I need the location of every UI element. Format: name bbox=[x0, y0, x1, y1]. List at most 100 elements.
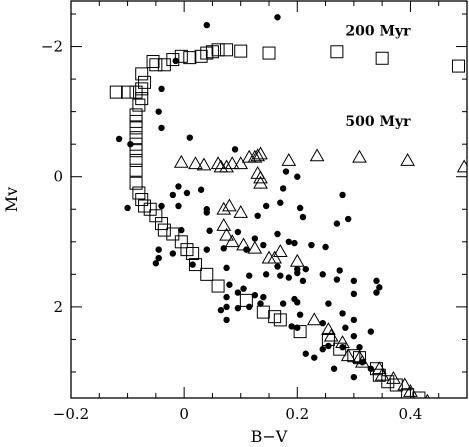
open-square-point bbox=[188, 258, 202, 272]
filled-circle-point bbox=[319, 271, 326, 278]
open-triangle-point bbox=[374, 367, 390, 381]
open-triangle-point bbox=[224, 156, 240, 170]
filled-circle-point bbox=[277, 199, 284, 206]
filled-circle-point bbox=[367, 328, 375, 335]
filled-circle-point bbox=[115, 135, 123, 143]
open-square-point bbox=[135, 92, 149, 106]
filled-circle-point bbox=[282, 168, 290, 175]
filled-circle-point bbox=[302, 265, 309, 273]
filled-circle-point bbox=[319, 345, 326, 353]
filled-circle-point bbox=[350, 332, 358, 340]
filled-circle-point bbox=[203, 246, 210, 253]
open-square-point bbox=[424, 399, 436, 411]
open-triangle-point bbox=[250, 148, 266, 162]
open-triangle-point bbox=[335, 335, 350, 349]
filled-circle-point bbox=[336, 267, 343, 274]
filled-circle-point bbox=[158, 85, 165, 93]
open-square-point bbox=[146, 55, 160, 69]
annotation-label: 500 Myr bbox=[345, 114, 411, 130]
open-triangle-point bbox=[216, 201, 232, 215]
filled-circle-point bbox=[279, 300, 287, 307]
open-triangle-point bbox=[196, 157, 212, 171]
filled-circle-point bbox=[339, 310, 346, 317]
open-triangle-point bbox=[219, 227, 234, 241]
filled-circle-point bbox=[203, 209, 210, 216]
open-triangle-point bbox=[323, 328, 339, 342]
filled-circle-point bbox=[302, 350, 309, 357]
open-square-point bbox=[186, 247, 200, 261]
annotation-label: 200 Myr bbox=[345, 23, 411, 39]
open-triangle-point bbox=[397, 377, 413, 391]
filled-circle-point bbox=[296, 204, 304, 212]
filled-circle-point bbox=[223, 303, 230, 311]
filled-circle-point bbox=[299, 277, 307, 285]
open-square-point bbox=[183, 51, 197, 65]
open-square-point bbox=[121, 85, 135, 99]
filled-circle-point bbox=[124, 204, 131, 212]
filled-circle-point bbox=[288, 323, 295, 330]
filled-circle-point bbox=[251, 235, 259, 242]
open-triangle-point bbox=[241, 149, 257, 163]
filled-circle-point bbox=[155, 254, 162, 262]
open-triangle-point bbox=[272, 244, 288, 257]
filled-circle-point bbox=[325, 300, 332, 307]
open-square-point bbox=[452, 59, 466, 73]
open-square-point bbox=[330, 45, 344, 59]
open-triangle-point bbox=[267, 250, 283, 264]
filled-circle-point bbox=[217, 306, 225, 314]
filled-circle-point bbox=[322, 243, 329, 251]
filled-circle-point bbox=[254, 212, 261, 219]
filled-circle-point bbox=[175, 183, 182, 190]
open-triangle-point bbox=[219, 159, 234, 173]
x-tick-label: 0 bbox=[179, 405, 189, 423]
open-square-point bbox=[234, 44, 248, 58]
open-square-point bbox=[333, 342, 347, 356]
y-tick-label: 0 bbox=[53, 168, 63, 186]
filled-circle-point bbox=[299, 213, 307, 221]
open-triangle-point bbox=[173, 154, 189, 168]
filled-circle-point bbox=[277, 272, 284, 279]
filled-circle-point bbox=[262, 271, 270, 278]
filled-circle-point bbox=[152, 260, 160, 267]
open-square-point bbox=[166, 53, 180, 67]
filled-circle-point bbox=[376, 284, 383, 291]
open-triangle-point bbox=[306, 312, 322, 326]
open-square-point bbox=[211, 43, 225, 57]
filled-circle-point bbox=[350, 290, 358, 298]
open-square-point bbox=[262, 46, 276, 60]
open-square-point bbox=[149, 58, 163, 72]
open-triangle-point bbox=[253, 170, 268, 184]
open-square-point bbox=[129, 176, 143, 190]
filled-circle-point bbox=[356, 344, 363, 351]
filled-circle-point bbox=[296, 311, 304, 318]
filled-circle-point bbox=[285, 238, 292, 246]
y-tick-label: −2 bbox=[41, 38, 63, 56]
open-square-point bbox=[211, 279, 225, 293]
open-triangle-point bbox=[281, 152, 297, 166]
x-tick-label: 0.2 bbox=[285, 405, 309, 423]
filled-circle-point bbox=[223, 316, 230, 324]
filled-circle-point bbox=[274, 263, 281, 270]
filled-circle-point bbox=[274, 14, 281, 21]
filled-circle-point bbox=[197, 186, 205, 193]
filled-circle-point bbox=[260, 293, 267, 301]
open-square-point bbox=[109, 85, 123, 99]
open-triangle-point bbox=[289, 253, 305, 267]
open-square-point bbox=[412, 391, 426, 398]
open-square-point bbox=[321, 332, 335, 346]
filled-circle-point bbox=[350, 277, 358, 285]
open-triangle-point bbox=[352, 149, 367, 163]
open-triangle-point bbox=[233, 156, 249, 170]
filled-circle-point bbox=[155, 108, 162, 115]
filled-circle-point bbox=[279, 185, 287, 192]
open-triangle-point bbox=[188, 156, 203, 170]
open-square-point bbox=[389, 378, 403, 392]
filled-circle-point bbox=[251, 291, 259, 299]
filled-circle-point bbox=[260, 241, 267, 249]
filled-circle-point bbox=[373, 289, 380, 296]
filled-circle-point bbox=[169, 191, 177, 199]
open-square-point bbox=[401, 388, 415, 398]
filled-circle-point bbox=[339, 191, 346, 199]
filled-circle-point bbox=[333, 276, 341, 283]
filled-circle-point bbox=[294, 299, 301, 306]
